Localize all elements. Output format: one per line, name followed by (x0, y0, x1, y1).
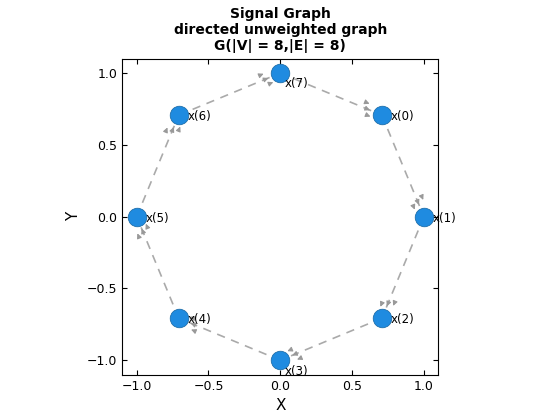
Point (377, 315, 386, 322)
Point (419, 213, 428, 220)
Point (132, 213, 141, 220)
Text: x(0): x(0) (390, 110, 414, 123)
Text: x(2): x(2) (390, 313, 414, 326)
Point (174, 315, 183, 322)
Text: x(3): x(3) (284, 365, 308, 378)
Text: x(7): x(7) (284, 76, 309, 89)
Point (276, 357, 285, 364)
Text: x(5): x(5) (145, 212, 169, 225)
Y-axis label: Y: Y (67, 212, 81, 221)
Text: x(4): x(4) (188, 313, 211, 326)
Title: Signal Graph
directed unweighted graph
G(|V| = 8,|E| = 8): Signal Graph directed unweighted graph G… (174, 7, 387, 53)
Point (174, 112, 183, 118)
Text: x(1): x(1) (432, 212, 456, 225)
Text: x(6): x(6) (188, 110, 211, 123)
X-axis label: X: X (275, 398, 286, 413)
Point (377, 112, 386, 118)
Point (276, 70, 285, 76)
